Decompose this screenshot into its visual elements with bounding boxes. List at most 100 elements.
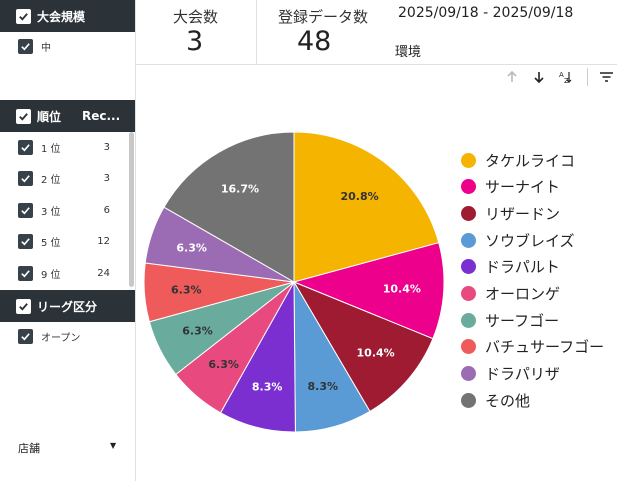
- rank-item-label: 9 位: [41, 270, 61, 281]
- dropdown-arrow-icon[interactable]: ▼: [110, 441, 117, 450]
- svg-text:A: A: [559, 71, 564, 79]
- size-filter-title: 大会規模: [37, 9, 86, 24]
- check-icon: [19, 12, 28, 21]
- rank-item-count: 3: [103, 142, 110, 153]
- header-divider: [136, 64, 617, 65]
- arrow-up-icon[interactable]: [505, 70, 519, 84]
- check-icon: [21, 238, 30, 246]
- arrow-down-icon[interactable]: [532, 70, 546, 84]
- size-item-medium[interactable]: 中: [0, 31, 130, 62]
- rank-item-checkbox[interactable]: [18, 266, 33, 281]
- pie-slice-label-0: 20.8%: [341, 190, 379, 203]
- rank-filter-title: 順位: [37, 109, 62, 124]
- legend-swatch: [461, 232, 476, 248]
- svg-text:Z: Z: [564, 77, 569, 85]
- pie-chart: 20.8% 10.4% 10.4% 8.3% 8.3% 6.3% 6.3% 6.3% 6.3% 1…: [143, 131, 445, 433]
- rank-item-checkbox[interactable]: [18, 234, 33, 249]
- legend-swatch: [461, 152, 476, 168]
- legend-label: サーフゴー: [485, 311, 560, 330]
- pie-slice-0[interactable]: [293, 131, 440, 283]
- filter-icon[interactable]: [599, 70, 614, 84]
- rank-item-label: 3 位: [41, 207, 61, 218]
- legend-label: その他: [485, 391, 531, 410]
- pie-slice-label-2: 10.4%: [357, 347, 395, 360]
- rank-select-all-checkbox[interactable]: [16, 108, 31, 124]
- pie-slice-label-1: 10.4%: [383, 283, 421, 296]
- date-range[interactable]: 2025/09/18 - 2025/09/18: [398, 5, 574, 21]
- league-filter-header[interactable]: リーグ区分: [0, 290, 136, 322]
- rank-item-label: 1 位: [41, 144, 61, 155]
- sidebar-divider: [135, 0, 136, 481]
- legend-item-9[interactable]: その他: [461, 390, 530, 410]
- rank-item-1[interactable]: 1 位 3: [0, 132, 130, 163]
- tournament-count-value: 3: [186, 26, 204, 57]
- check-icon: [21, 333, 30, 341]
- legend-swatch: [461, 366, 476, 382]
- legend-swatch: [461, 339, 476, 355]
- pie-slice-label-6: 6.3%: [182, 325, 213, 338]
- rank-item-3[interactable]: 3 位 6: [0, 195, 130, 226]
- legend-item-5[interactable]: オーロンゲ: [461, 284, 560, 304]
- league-item-checkbox[interactable]: [18, 329, 33, 344]
- legend-label: リザードン: [485, 204, 561, 223]
- legend-label: ドラパリザ: [485, 365, 560, 384]
- record-count-value: 48: [297, 26, 332, 57]
- rank-item-9[interactable]: 9 位 24: [0, 258, 130, 289]
- legend-label: ソウブレイズ: [485, 231, 575, 250]
- legend-item-7[interactable]: バチュサーフゴー: [461, 337, 604, 357]
- legend-swatch: [461, 286, 476, 301]
- check-icon: [21, 144, 30, 152]
- legend-item-8[interactable]: ドラパリザ: [461, 364, 560, 384]
- rank-item-count: 6: [103, 205, 110, 216]
- legend-item-6[interactable]: サーフゴー: [461, 310, 559, 330]
- sort-az-icon[interactable]: AZ: [558, 69, 574, 85]
- chart-title: 環境: [395, 45, 422, 60]
- legend-swatch: [461, 259, 476, 275]
- toolbar-divider: [587, 68, 588, 86]
- check-icon: [19, 302, 28, 311]
- legend-label: オーロンゲ: [485, 285, 561, 303]
- check-icon: [21, 175, 30, 183]
- rank-item-checkbox[interactable]: [18, 171, 33, 186]
- legend-swatch: [461, 179, 476, 195]
- pie-slice-label-9: 16.7%: [221, 182, 259, 195]
- legend-swatch: [461, 312, 476, 328]
- size-item-label: 中: [41, 43, 51, 54]
- size-select-all-checkbox[interactable]: [16, 8, 31, 24]
- rank-item-checkbox[interactable]: [18, 140, 33, 155]
- legend-item-4[interactable]: ドラパルト: [461, 257, 560, 277]
- size-item-checkbox[interactable]: [18, 39, 33, 54]
- rank-item-label: 2 位: [41, 175, 61, 186]
- pie-slice-label-7: 6.3%: [171, 284, 202, 297]
- rank-list-scrollbar[interactable]: [129, 132, 134, 287]
- rank-item-checkbox[interactable]: [18, 203, 33, 218]
- legend-item-3[interactable]: ソウブレイズ: [461, 230, 575, 250]
- legend-item-1[interactable]: サーナイト: [461, 177, 560, 197]
- league-item-open[interactable]: オープン: [0, 321, 130, 352]
- tournament-count-label: 大会数: [173, 8, 219, 26]
- league-select-all-checkbox[interactable]: [16, 298, 31, 314]
- store-dropdown-label[interactable]: 店舗: [18, 442, 40, 455]
- check-icon: [21, 43, 30, 51]
- rank-item-2[interactable]: 2 位 3: [0, 163, 130, 194]
- league-filter-title: リーグ区分: [37, 299, 98, 314]
- rank-filter-header[interactable]: 順位 Rec...: [0, 100, 136, 132]
- rank-item-count: 12: [97, 236, 110, 247]
- pie-slice-2[interactable]: [292, 280, 434, 413]
- legend-swatch: [461, 205, 476, 221]
- pie-slice-label-4: 8.3%: [252, 381, 283, 394]
- legend-label: バチュサーフゴー: [485, 338, 605, 357]
- legend-item-0[interactable]: タケルライコ: [461, 150, 575, 170]
- rank-item-label: 5 位: [41, 238, 61, 249]
- size-filter-header[interactable]: 大会規模: [0, 0, 136, 32]
- rank-item-5[interactable]: 5 位 12: [0, 226, 130, 257]
- check-icon: [19, 112, 28, 121]
- legend-swatch: [461, 392, 476, 408]
- pie-slice-1[interactable]: [292, 242, 445, 340]
- pie-slice-label-3: 8.3%: [308, 380, 339, 393]
- legend-label: サーナイト: [485, 178, 561, 197]
- legend-label: ドラパルト: [485, 258, 560, 277]
- filter-sidebar: 大会規模 中 順位 Rec... 1 位 3 2 位 3 3 位 6 5 位 1…: [0, 0, 136, 481]
- legend-item-2[interactable]: リザードン: [461, 203, 560, 223]
- pie-slice-9[interactable]: [163, 131, 295, 283]
